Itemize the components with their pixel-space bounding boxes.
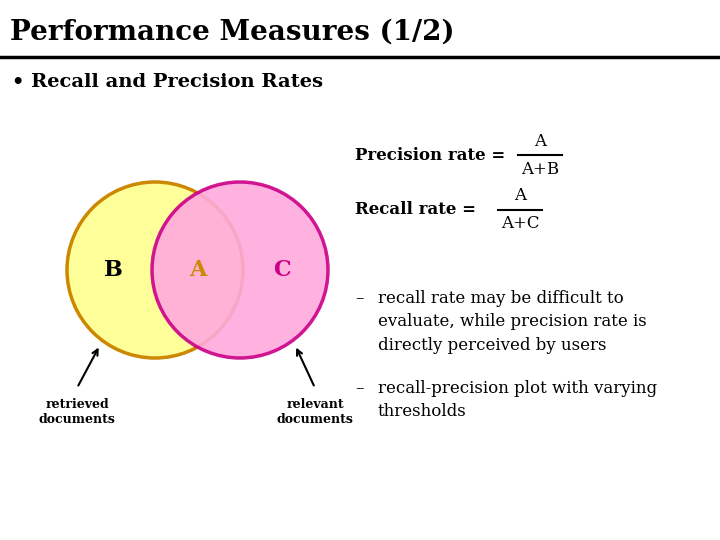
Text: A+C: A+C: [500, 215, 539, 233]
Ellipse shape: [152, 182, 328, 358]
Text: C: C: [273, 259, 291, 281]
Text: Precision rate =: Precision rate =: [355, 146, 505, 164]
Text: relevant
documents: relevant documents: [276, 398, 354, 426]
Ellipse shape: [67, 182, 243, 358]
Text: B: B: [104, 259, 122, 281]
Text: • Recall and Precision Rates: • Recall and Precision Rates: [12, 73, 323, 91]
Text: retrieved
documents: retrieved documents: [39, 398, 115, 426]
Text: A: A: [514, 187, 526, 205]
Text: recall-precision plot with varying
thresholds: recall-precision plot with varying thres…: [378, 380, 657, 421]
Text: Recall rate =: Recall rate =: [355, 201, 476, 219]
Text: A+B: A+B: [521, 160, 559, 178]
Text: recall rate may be difficult to
evaluate, while precision rate is
directly perce: recall rate may be difficult to evaluate…: [378, 290, 647, 354]
Text: A: A: [534, 132, 546, 150]
Text: –: –: [355, 290, 364, 307]
Text: –: –: [355, 380, 364, 397]
Text: A: A: [189, 259, 206, 281]
Text: Performance Measures (1/2): Performance Measures (1/2): [10, 18, 454, 45]
